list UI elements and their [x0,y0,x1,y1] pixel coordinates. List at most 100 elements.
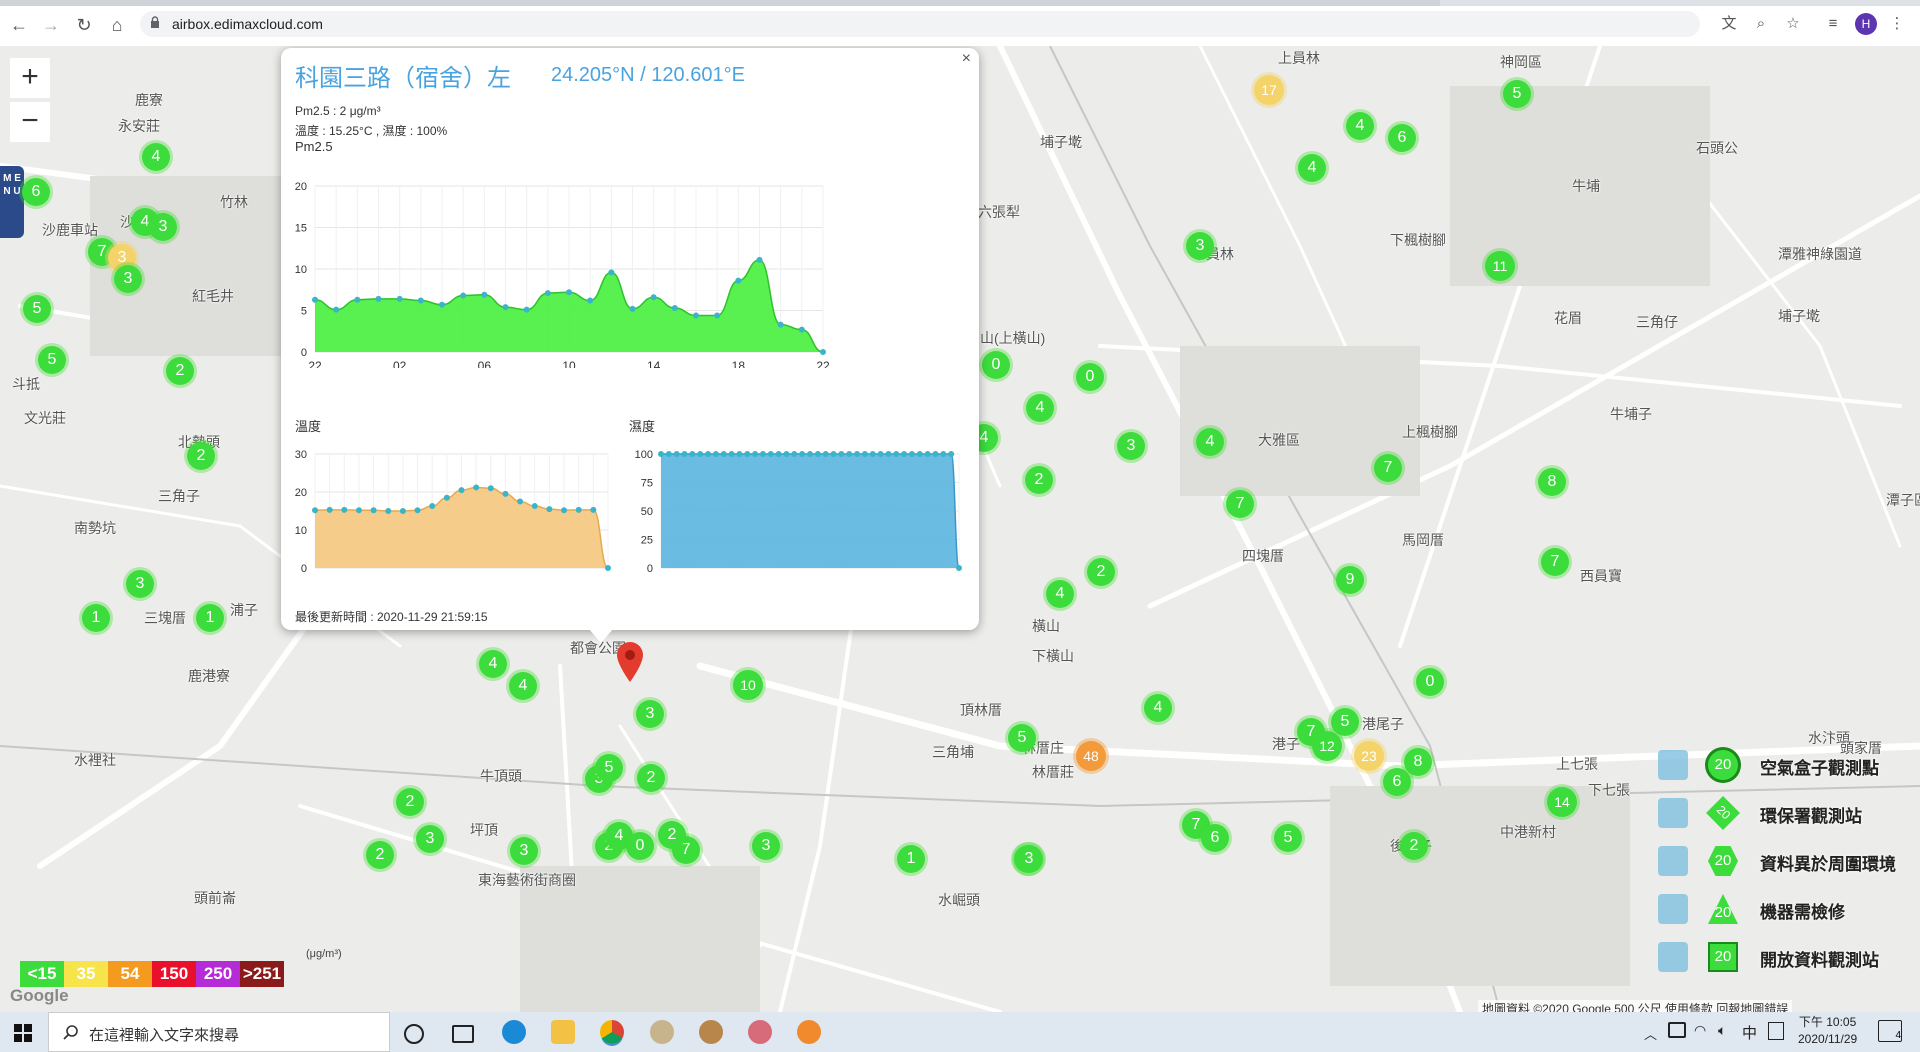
wifi-icon[interactable]: ◠ [1694,1022,1707,1038]
reload-icon[interactable]: ↻ [76,15,92,35]
translate-icon[interactable]: 文 [1721,15,1737,32]
cortana-icon[interactable] [404,1024,424,1044]
tray-chevron-icon[interactable]: ︿ [1644,1027,1658,1042]
sensor-marker[interactable]: 3 [1015,845,1043,873]
sensor-marker[interactable]: 2 [366,841,394,869]
sensor-marker[interactable]: 9 [1336,566,1364,594]
system-clock[interactable]: 下午 10:05 2020/11/29 [1798,1014,1857,1048]
sensor-marker[interactable]: 1 [196,604,224,632]
sensor-marker[interactable]: 5 [1503,80,1531,108]
sensor-marker[interactable]: 4 [509,672,537,700]
kebab-menu-icon[interactable]: ⋮ [1889,15,1905,32]
map-attribution[interactable]: 地圖資料 ©2020 Google 500 公尺 使用條款 回報地圖錯誤 [1478,1000,1793,1012]
sensor-marker[interactable]: 11 [1485,251,1515,281]
sensor-marker[interactable]: 5 [23,295,51,323]
sensor-marker[interactable]: 2 [396,788,424,816]
sensor-marker[interactable]: 2 [1400,832,1428,860]
data-point [561,507,568,514]
sensor-marker[interactable]: 17 [1254,75,1284,105]
task-view-icon[interactable] [452,1025,474,1043]
sensor-marker[interactable]: 2 [658,821,686,849]
sensor-marker[interactable]: 0 [1416,668,1444,696]
sensor-marker[interactable]: 2 [1025,466,1053,494]
chrome-icon[interactable] [600,1020,624,1044]
sensor-marker[interactable]: 4 [1346,112,1374,140]
sensor-marker[interactable]: 4 [142,143,170,171]
windows-start-icon[interactable] [14,1024,32,1042]
edge-icon[interactable] [502,1020,526,1044]
zoom-in-button[interactable]: + [10,58,50,98]
sensor-marker[interactable]: 5 [1331,708,1359,736]
sensor-marker[interactable]: 8 [1404,748,1432,776]
profile-avatar[interactable]: H [1855,13,1877,35]
star-icon[interactable]: ☆ [1786,15,1800,32]
zoom-out-button[interactable]: − [10,102,50,142]
sensor-marker[interactable]: 6 [1383,768,1411,796]
sensor-marker[interactable]: 3 [114,265,142,293]
sensor-marker[interactable]: 3 [636,700,664,728]
sensor-marker[interactable]: 3 [149,213,177,241]
sensor-marker[interactable]: 0 [626,832,654,860]
sensor-marker[interactable]: 0 [1076,363,1104,391]
app-icon-paint[interactable] [748,1020,772,1044]
sensor-marker[interactable]: 4 [1298,154,1326,182]
sensor-marker[interactable]: 4 [1026,394,1054,422]
sensor-marker[interactable]: 14 [1547,787,1577,817]
sensor-marker[interactable]: 6 [22,178,50,206]
battery-icon[interactable] [1668,1022,1686,1038]
home-icon[interactable]: ⌂ [111,15,123,35]
map-canvas[interactable]: + − M E N U 鹿寮永安莊竹林沙鹿車站沙鹿紅毛井斗抵文光莊北勢頭三角子南… [0,46,1920,1012]
sensor-marker[interactable]: 48 [1076,741,1106,771]
sensor-marker[interactable]: 2 [1087,558,1115,586]
sensor-marker[interactable]: 23 [1354,741,1384,771]
sensor-marker[interactable]: 1 [897,845,925,873]
sensor-marker[interactable]: 12 [1312,731,1342,761]
action-center-icon[interactable] [1768,1022,1784,1040]
sensor-marker[interactable]: 7 [1374,454,1402,482]
sensor-marker[interactable]: 5 [38,346,66,374]
data-point [783,451,790,457]
sensor-marker[interactable]: 5 [1008,724,1036,752]
zoom-icon[interactable]: ⌕ [1756,15,1766,32]
volume-icon[interactable]: 🔈︎ [1718,1022,1727,1038]
sensor-marker[interactable]: 3 [752,832,780,860]
app-icon-compass[interactable] [650,1020,674,1044]
sensor-marker[interactable]: 10 [733,670,763,700]
back-icon[interactable]: ← [10,15,28,35]
sensor-marker[interactable]: 3 [1117,432,1145,460]
sensor-marker[interactable]: 3 [1186,232,1214,260]
blender-icon[interactable] [797,1020,821,1044]
sensor-marker[interactable]: 8 [1538,468,1566,496]
sensor-marker[interactable]: 5 [595,754,623,782]
sensor-marker[interactable]: 7 [1541,548,1569,576]
sensor-marker[interactable]: 3 [126,570,154,598]
map-place-label: 頭前崙 [194,890,236,906]
sensor-marker[interactable]: 4 [1196,428,1224,456]
app-icon-owl[interactable] [699,1020,723,1044]
notification-icon[interactable]: 4 [1878,1020,1902,1042]
close-icon[interactable]: × [961,50,971,67]
menu-tab[interactable]: M E N U [0,166,24,238]
sensor-marker[interactable]: 6 [1388,124,1416,152]
sensor-marker[interactable]: 3 [416,825,444,853]
sensor-marker[interactable]: 0 [982,351,1010,379]
sensor-marker[interactable]: 3 [510,837,538,865]
taskbar-search-box[interactable]: 在這裡輸入文字來搜尋 [48,1012,390,1052]
sensor-marker[interactable]: 2 [187,442,215,470]
reading-list-icon[interactable]: ≡ [1828,15,1838,32]
sensor-marker[interactable]: 2 [166,357,194,385]
forward-icon[interactable]: → [42,15,60,35]
selected-location-pin-icon[interactable] [617,642,643,682]
sensor-marker[interactable]: 5 [1274,824,1302,852]
sensor-marker[interactable]: 2 [637,764,665,792]
sensor-marker[interactable]: 1 [82,604,110,632]
sensor-marker[interactable]: 4 [1144,694,1172,722]
sensor-marker[interactable]: 4 [479,650,507,678]
ime-indicator[interactable]: 中 [1742,1025,1758,1042]
sensor-marker[interactable]: 7 [1226,490,1254,518]
sensor-marker[interactable]: 7 [1182,811,1210,839]
sensor-marker[interactable]: 6 [1201,824,1229,852]
sensor-marker[interactable]: 4 [1046,580,1074,608]
file-explorer-icon[interactable] [551,1020,575,1044]
address-bar[interactable]: airbox.edimaxcloud.com [140,11,1700,37]
